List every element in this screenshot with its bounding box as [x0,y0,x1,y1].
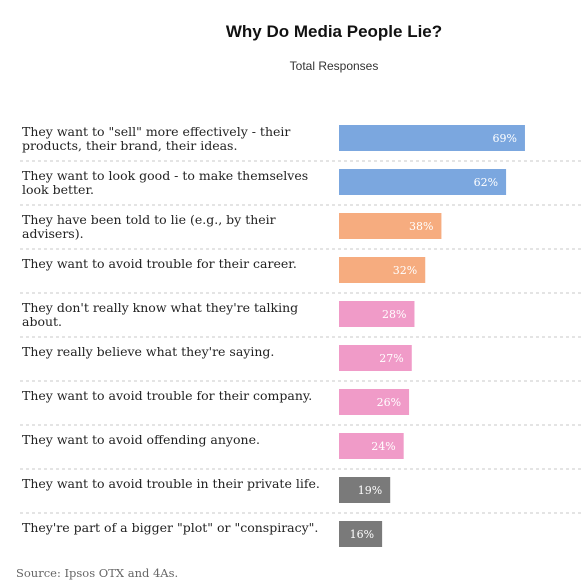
row-label-line: about. [22,314,62,329]
bar [339,125,525,151]
row-label-line: They want to avoid offending anyone. [22,432,260,447]
row-label: They're part of a bigger "plot" or "cons… [22,520,318,535]
bar [339,257,426,283]
row-label: They want to look good - to make themsel… [22,168,308,197]
row-label-line: They don't really know what they're talk… [22,300,298,315]
bar [339,169,507,195]
bar-value-label: 69% [493,132,517,145]
bar-value-label: 19% [358,484,382,497]
row-label-line: They have been told to lie (e.g., by the… [22,212,276,227]
chart-title: Why Do Media People Lie? [225,22,443,41]
bar-value-label: 32% [393,264,417,277]
row-label-line: They want to avoid trouble for their com… [22,388,312,403]
bar-value-label: 28% [382,308,406,321]
bar [339,521,383,547]
bar [339,213,442,239]
row-label-line: look better. [22,182,94,197]
row-label: They want to avoid trouble in their priv… [22,476,320,491]
bar [339,433,404,459]
bar [339,301,415,327]
bar-value-label: 16% [350,528,374,541]
row-label: They really believe what they're saying. [22,344,274,359]
row-label-line: They want to avoid trouble for their car… [22,256,297,271]
row-label: They want to "sell" more effectively - t… [22,124,290,153]
bar-value-label: 38% [409,220,433,233]
bar-value-label: 26% [377,396,401,409]
row-label-line: They really believe what they're saying. [22,344,274,359]
row-label: They don't really know what they're talk… [22,300,298,329]
bar-value-label: 24% [371,440,395,453]
bar [339,345,412,371]
bar-value-label: 27% [379,352,403,365]
row-label-line: They want to avoid trouble in their priv… [22,476,320,491]
source-note: Source: Ipsos OTX and 4As. [16,566,179,580]
bar-value-label: 62% [474,176,498,189]
row-label-line: advisers). [22,226,84,241]
row-label: They want to avoid trouble for their car… [22,256,297,271]
row-label: They want to avoid trouble for their com… [22,388,312,403]
row-label-line: They want to look good - to make themsel… [22,168,308,183]
chart-subtitle: Total Responses [289,59,379,73]
bar [339,477,391,503]
row-label-line: They're part of a bigger "plot" or "cons… [22,520,318,535]
row-label-line: They want to "sell" more effectively - t… [22,124,290,139]
row-label: They want to avoid offending anyone. [22,432,260,447]
bar [339,389,410,415]
row-label-line: products, their brand, their ideas. [22,138,237,153]
row-label: They have been told to lie (e.g., by the… [22,212,276,241]
